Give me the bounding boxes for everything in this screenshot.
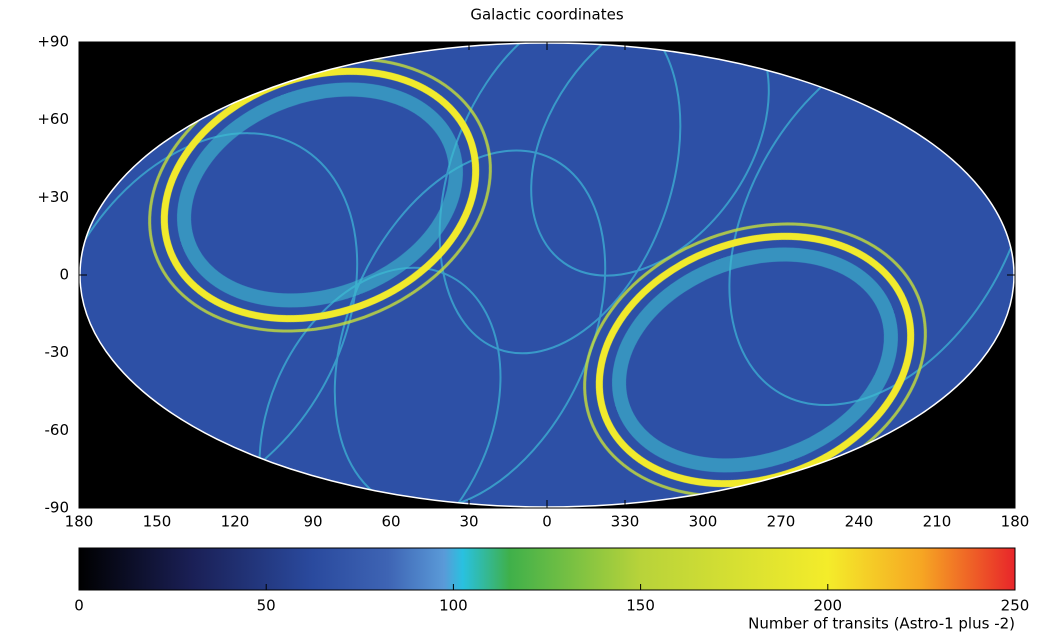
colorbar-label: Number of transits (Astro-1 plus -2) bbox=[748, 615, 1015, 633]
x-tick-label: 120 bbox=[221, 513, 250, 531]
x-tick-label: 240 bbox=[845, 513, 874, 531]
x-tick-label: 0 bbox=[542, 513, 552, 531]
colorbar-tick-label: 150 bbox=[626, 597, 655, 615]
x-tick-label: 30 bbox=[459, 513, 478, 531]
sky-map bbox=[80, 43, 1014, 507]
x-tick-label: 60 bbox=[381, 513, 400, 531]
y-tick-label: +30 bbox=[37, 188, 69, 206]
x-tick-label: 210 bbox=[923, 513, 952, 531]
y-tick-label: -60 bbox=[45, 421, 70, 439]
x-tick-label: 150 bbox=[143, 513, 172, 531]
y-tick-label: 0 bbox=[59, 266, 69, 284]
x-tick-label: 270 bbox=[767, 513, 796, 531]
colorbar-tick-label: 50 bbox=[257, 597, 276, 615]
y-tick-label: -30 bbox=[45, 343, 70, 361]
colorbar-tick-label: 100 bbox=[439, 597, 468, 615]
x-tick-label: 180 bbox=[65, 513, 94, 531]
x-tick-label: 330 bbox=[611, 513, 640, 531]
y-tick-label: +90 bbox=[37, 33, 69, 51]
colorbar bbox=[78, 547, 1016, 591]
colorbar-tick-label: 0 bbox=[74, 597, 84, 615]
y-tick-label: -90 bbox=[45, 499, 70, 517]
colorbar-tick-label: 200 bbox=[813, 597, 842, 615]
y-tick-label: +60 bbox=[37, 110, 69, 128]
x-tick-label: 180 bbox=[1001, 513, 1030, 531]
x-tick-label: 90 bbox=[303, 513, 322, 531]
chart-title: Galactic coordinates bbox=[470, 6, 623, 24]
x-tick-label: 300 bbox=[689, 513, 718, 531]
colorbar-tick-label: 250 bbox=[1001, 597, 1030, 615]
